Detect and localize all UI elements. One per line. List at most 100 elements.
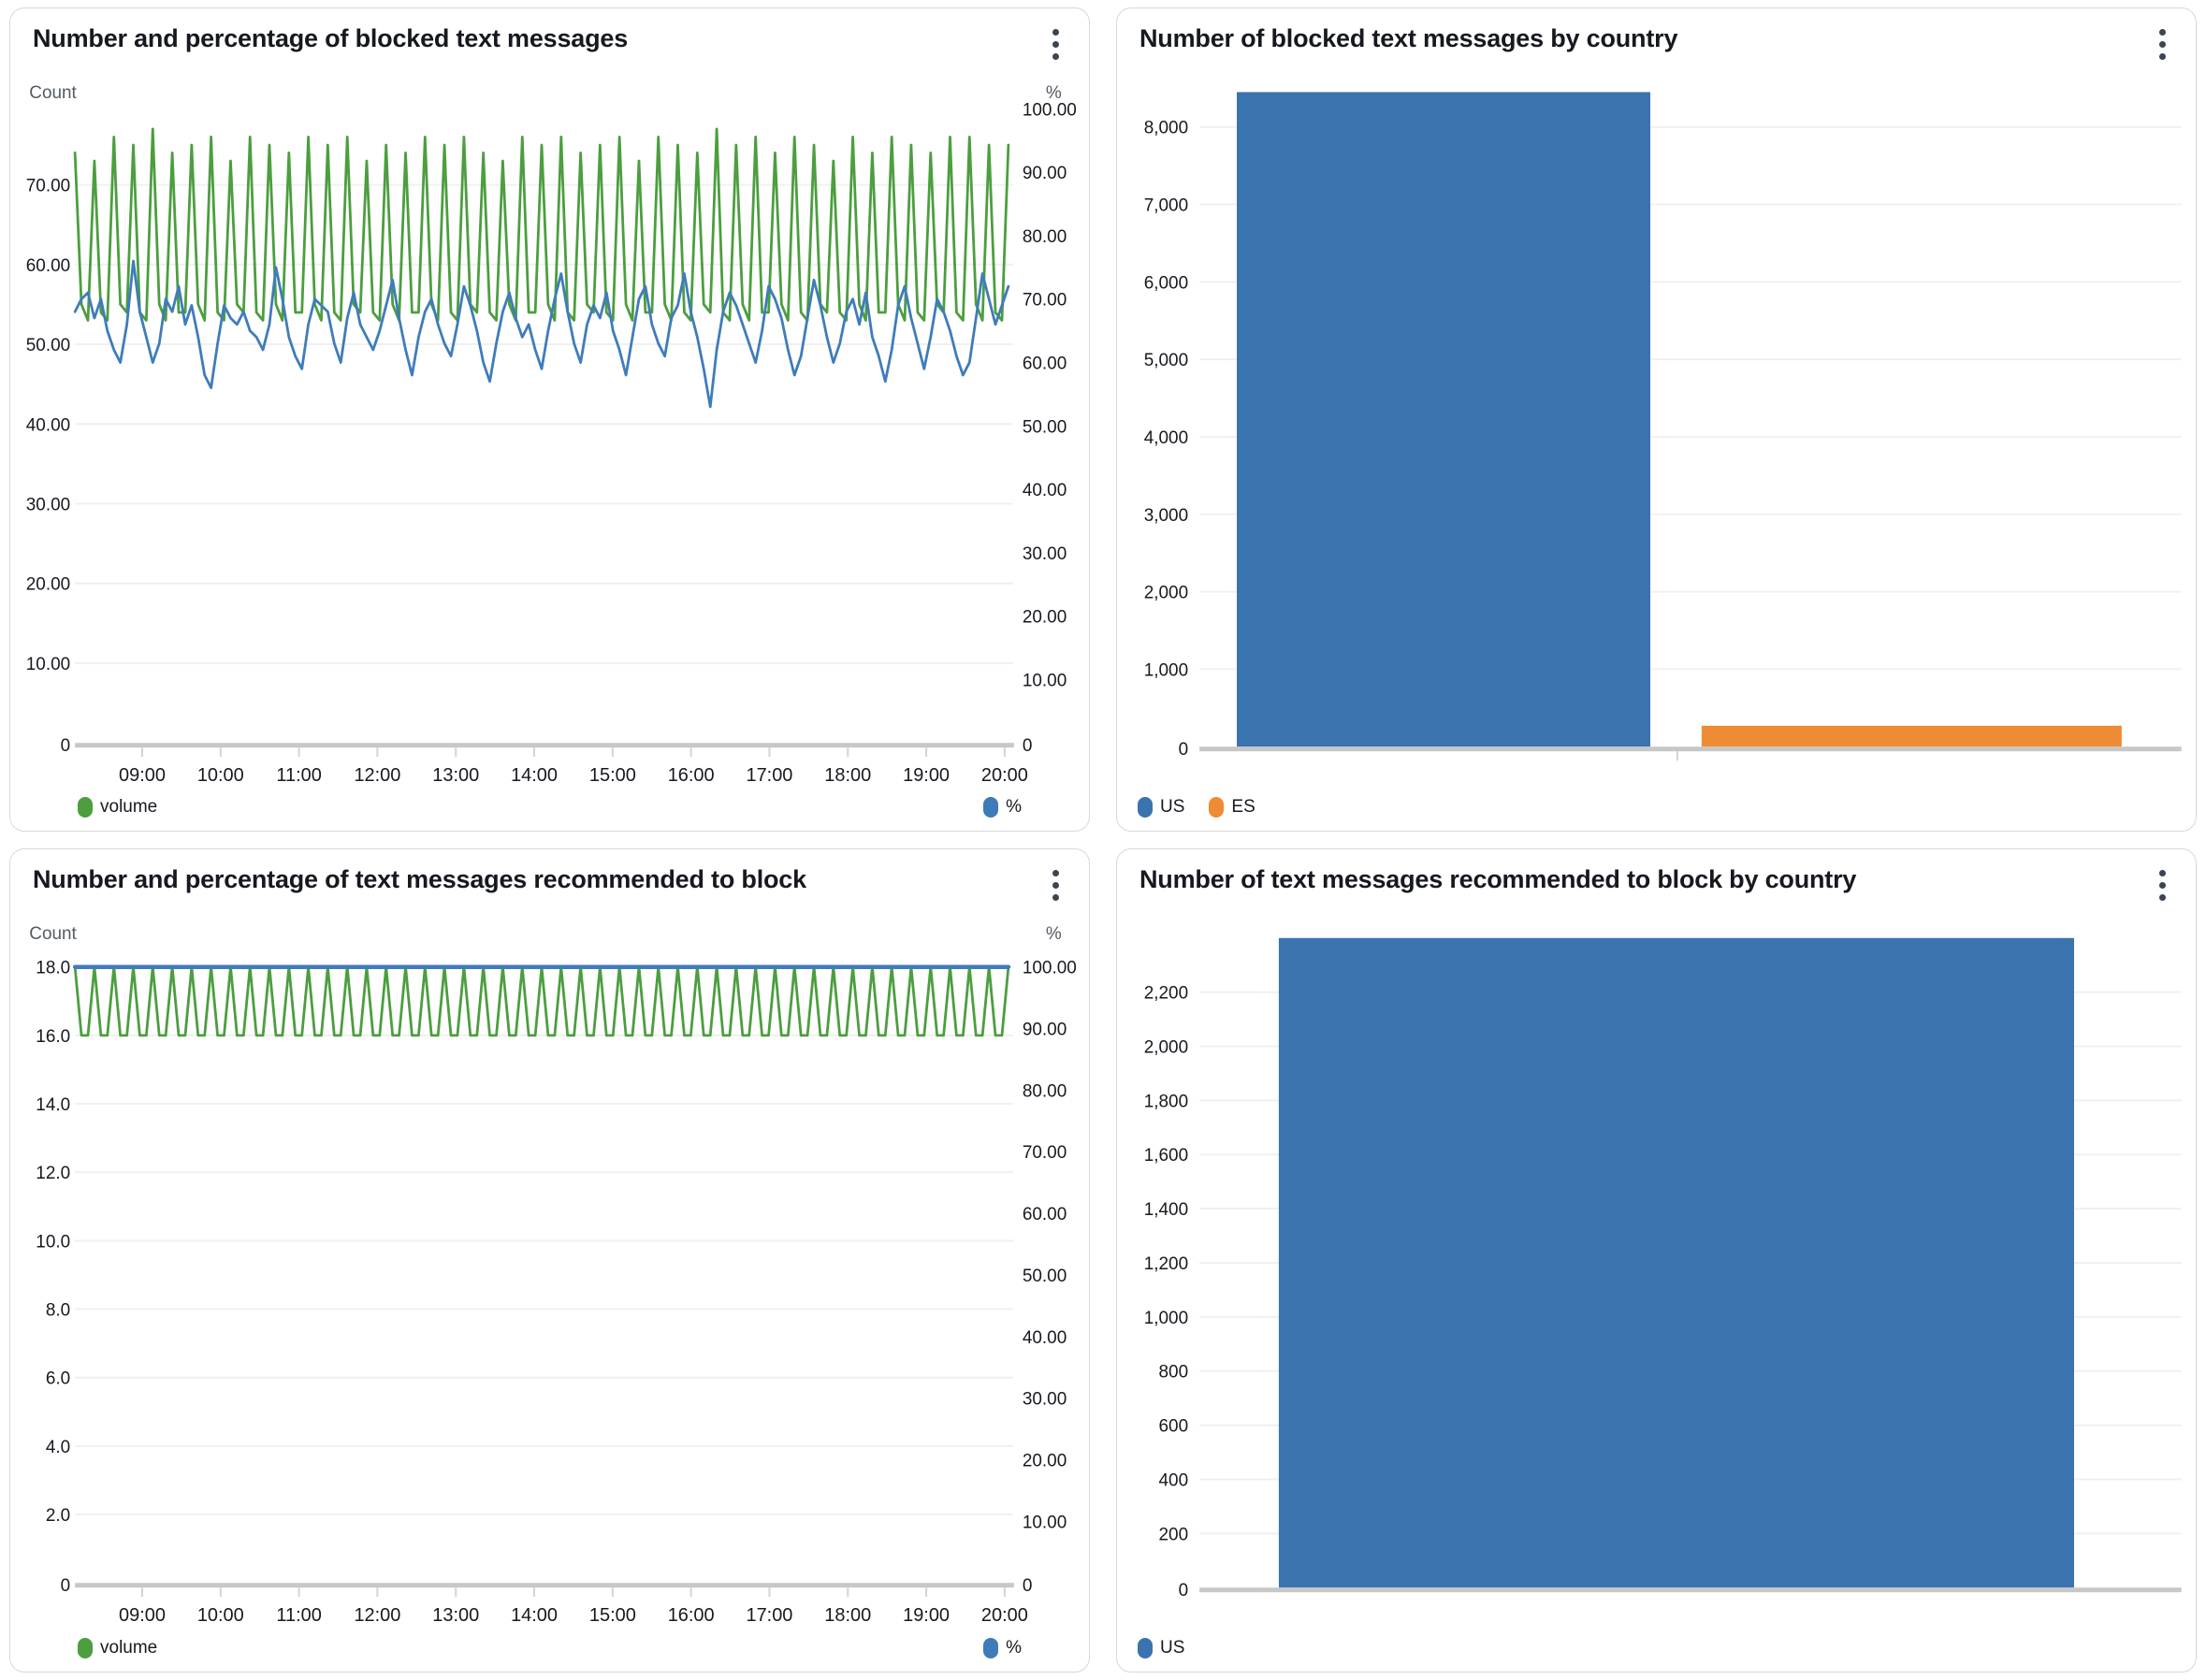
right-tick-label: 30.00 (1023, 544, 1067, 564)
widget-title: Number of blocked text messages by count… (1139, 24, 1678, 52)
legend-label: ES (1231, 797, 1255, 817)
right-tick-label: 80.00 (1023, 1081, 1067, 1101)
bar-es (1701, 725, 2122, 747)
legend-item-percent[interactable]: % (983, 1638, 1022, 1658)
line-chart-canvas[interactable]: Count % 18.0 16.0 14.0 12.0 10.0 8.0 6.0 4.0 2.0 0 1… (10, 849, 1089, 1672)
right-tick-label: 20.00 (1023, 608, 1067, 628)
gridlines (75, 965, 1013, 1516)
legend-item-volume[interactable]: volume (78, 797, 157, 818)
x-tick-label: 10:00 (197, 765, 244, 786)
left-tick-label: 12.0 (36, 1164, 70, 1183)
y-tick-label: 1,800 (1144, 1092, 1188, 1111)
widget-header: Number and percentage of blocked text me… (10, 8, 1089, 65)
widget-menu-kebab-icon[interactable] (2143, 864, 2181, 905)
y-tick-label: 1,600 (1144, 1146, 1188, 1166)
right-tick-label: 100.00 (1023, 100, 1077, 120)
bar-chart-canvas[interactable]: 8,000 7,000 6,000 5,000 4,000 3,000 2,000 1,000… (1117, 8, 2196, 831)
chart-legend: US ES (1117, 797, 2196, 818)
legend-label: US (1160, 797, 1185, 817)
x-tick-label: 13:00 (432, 765, 479, 786)
legend-label: volume (100, 1638, 158, 1658)
y-tick-label: 1,000 (1144, 660, 1188, 680)
legend-item-us[interactable]: US (1138, 797, 1184, 818)
legend-label: % (1006, 1638, 1022, 1658)
volume-swatch-icon (78, 797, 93, 818)
y-tick-label: 2,000 (1144, 1038, 1188, 1058)
right-tick-label: 40.00 (1023, 1328, 1067, 1348)
right-tick-label: 100.00 (1023, 959, 1077, 978)
right-tick-label: 20.00 (1023, 1451, 1067, 1470)
x-tick-label: 17:00 (747, 765, 793, 786)
y-tick-label: 800 (1159, 1363, 1189, 1383)
right-tick-label: 10.00 (1023, 1513, 1067, 1532)
right-tick-label: 60.00 (1023, 1205, 1067, 1224)
y-tick-label: 1,400 (1144, 1200, 1188, 1220)
y-tick-label: 2,000 (1144, 584, 1188, 603)
right-tick-label: 50.00 (1023, 1267, 1067, 1286)
widget-recommended-block-line: Number and percentage of text messages r… (9, 848, 1090, 1673)
legend-item-percent[interactable]: % (983, 797, 1022, 818)
widget-blocked-by-country-bar: Number of blocked text messages by count… (1116, 7, 2197, 832)
line-chart-canvas[interactable]: Count % 70.00 60.00 50.00 40.00 30.00 20.00 10.0… (10, 8, 1089, 831)
y-tick-label: 600 (1159, 1417, 1189, 1437)
left-tick-label: 10.00 (26, 655, 70, 674)
legend-item-us[interactable]: US (1138, 1638, 1184, 1658)
y-tick-label: 8,000 (1144, 119, 1188, 138)
left-axis-unit: Count (29, 924, 77, 944)
x-tick-label: 20:00 (981, 765, 1028, 786)
widget-menu-kebab-icon[interactable] (2143, 23, 2181, 65)
legend-item-volume[interactable]: volume (78, 1638, 157, 1658)
x-axis-line (75, 743, 1014, 748)
percent-swatch-icon (983, 1638, 999, 1658)
x-tick-label: 14:00 (511, 765, 558, 786)
right-tick-label: 0 (1023, 736, 1033, 756)
x-axis-line (1199, 746, 2182, 752)
volume-line (73, 127, 1010, 322)
y-tick-label: 1,200 (1144, 1254, 1188, 1274)
right-tick-label: 70.00 (1023, 1143, 1067, 1163)
bar-us (1278, 937, 2074, 1588)
volume-line (73, 965, 1010, 1037)
left-tick-label: 30.00 (26, 495, 70, 514)
left-tick-label: 0 (61, 736, 71, 756)
right-tick-label: 50.00 (1023, 417, 1067, 437)
legend-item-es[interactable]: ES (1209, 797, 1255, 818)
left-tick-label: 2.0 (46, 1506, 70, 1526)
widget-title: Number and percentage of blocked text me… (33, 24, 629, 52)
x-tick-label: 11:00 (276, 765, 321, 786)
widget-recommended-by-country-bar: Number of text messages recommended to b… (1116, 848, 2197, 1673)
right-tick-label: 80.00 (1023, 227, 1067, 247)
left-tick-label: 6.0 (46, 1369, 70, 1389)
widget-header: Number of blocked text messages by count… (1117, 8, 2196, 65)
left-tick-label: 60.00 (26, 256, 70, 276)
right-tick-label: 60.00 (1023, 354, 1067, 373)
right-tick-label: 40.00 (1023, 481, 1067, 500)
widget-menu-kebab-icon[interactable] (1037, 864, 1074, 905)
bar-chart-canvas[interactable]: 2,200 2,000 1,800 1,600 1,400 1,200 1,000 800 60… (1117, 849, 2196, 1672)
right-tick-label: 90.00 (1023, 164, 1067, 183)
left-tick-label: 14.0 (36, 1095, 70, 1115)
x-tick-label: 09:00 (119, 1605, 166, 1626)
y-tick-label: 7,000 (1144, 196, 1188, 216)
x-tick-label: 19:00 (903, 765, 950, 786)
x-tick-label: 17:00 (747, 1605, 793, 1626)
left-tick-label: 18.0 (36, 959, 70, 978)
x-tick-label: 16:00 (668, 1605, 715, 1626)
y-tick-label: 6,000 (1144, 273, 1188, 293)
chart-legend: US (1117, 1638, 2196, 1658)
x-tick-label: 12:00 (354, 765, 400, 786)
left-tick-label: 70.00 (26, 177, 70, 196)
us-swatch-icon (1138, 797, 1153, 818)
x-axis-line (75, 1583, 1014, 1588)
x-axis-line (1199, 1587, 2182, 1593)
x-tick-label: 18:00 (824, 765, 871, 786)
widget-menu-kebab-icon[interactable] (1037, 23, 1074, 65)
y-tick-label: 2,200 (1144, 984, 1188, 1004)
y-tick-label: 0 (1179, 740, 1189, 760)
chart-legend: volume % (10, 1638, 1089, 1658)
left-tick-label: 0 (61, 1576, 71, 1596)
x-tick-label: 13:00 (432, 1605, 479, 1626)
legend-label: % (1006, 797, 1022, 817)
y-tick-label: 400 (1159, 1470, 1189, 1490)
